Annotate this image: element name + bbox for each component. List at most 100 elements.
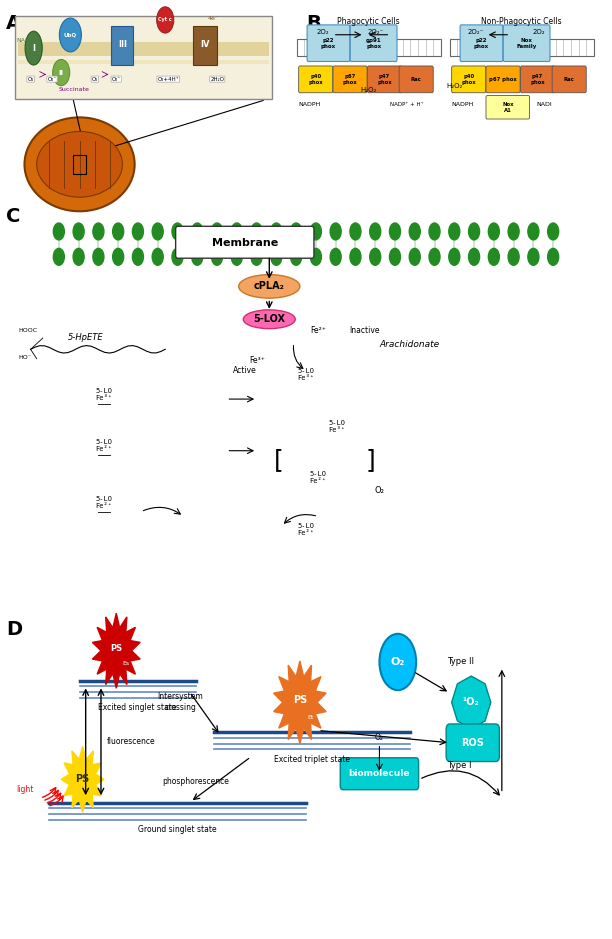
Text: NADPH: NADPH (298, 102, 320, 107)
Text: 5-LO
Fe³⁺: 5-LO Fe³⁺ (297, 368, 315, 381)
FancyBboxPatch shape (486, 66, 520, 93)
FancyBboxPatch shape (399, 66, 433, 93)
Circle shape (132, 223, 143, 240)
Circle shape (212, 223, 223, 240)
FancyBboxPatch shape (176, 226, 314, 258)
FancyBboxPatch shape (350, 24, 397, 61)
Text: PS: PS (75, 775, 90, 784)
Ellipse shape (244, 310, 296, 329)
Text: O₂: O₂ (375, 733, 384, 742)
Text: Type I: Type I (447, 761, 471, 770)
Circle shape (429, 223, 440, 240)
Circle shape (251, 223, 262, 240)
Circle shape (310, 223, 321, 240)
Circle shape (172, 223, 183, 240)
FancyBboxPatch shape (340, 758, 419, 790)
Circle shape (231, 223, 242, 240)
Circle shape (370, 248, 381, 265)
Text: 5-LO
Fe³⁺: 5-LO Fe³⁺ (328, 420, 345, 433)
Circle shape (449, 223, 460, 240)
Circle shape (330, 248, 341, 265)
Circle shape (152, 248, 163, 265)
Ellipse shape (239, 275, 300, 299)
Text: Es: Es (122, 661, 129, 667)
Bar (193, 25, 217, 65)
Circle shape (251, 248, 262, 265)
Polygon shape (92, 613, 140, 688)
FancyBboxPatch shape (486, 96, 529, 119)
Circle shape (271, 223, 282, 240)
Text: 5-HpETE: 5-HpETE (68, 333, 103, 342)
Text: II: II (59, 69, 64, 75)
Circle shape (370, 223, 381, 240)
Circle shape (73, 248, 84, 265)
FancyBboxPatch shape (299, 66, 333, 93)
Text: HO⁻: HO⁻ (18, 355, 31, 360)
Text: HOOC: HOOC (18, 329, 37, 333)
Text: 2O₂⁻: 2O₂⁻ (468, 29, 484, 35)
Text: Nox
A1: Nox A1 (502, 101, 513, 113)
Circle shape (429, 248, 440, 265)
FancyBboxPatch shape (367, 66, 401, 93)
Text: I: I (32, 43, 35, 53)
Text: PS: PS (293, 696, 307, 705)
Text: [: [ (274, 448, 283, 472)
Circle shape (231, 248, 242, 265)
Text: p40
phox: p40 phox (461, 74, 476, 85)
Circle shape (291, 248, 302, 265)
Bar (450, 39, 594, 56)
Polygon shape (274, 661, 326, 744)
Text: H₂O₂: H₂O₂ (360, 87, 377, 94)
FancyBboxPatch shape (446, 724, 499, 762)
Circle shape (152, 223, 163, 240)
Text: III: III (118, 39, 127, 49)
Circle shape (469, 223, 480, 240)
Text: Intersystem
crossing: Intersystem crossing (158, 692, 203, 712)
Text: NADPH: NADPH (451, 102, 473, 107)
FancyBboxPatch shape (452, 66, 486, 93)
Text: Ground singlet state: Ground singlet state (138, 825, 217, 835)
Bar (18, 42, 269, 55)
Text: phosphorescence: phosphorescence (162, 777, 230, 786)
Circle shape (291, 223, 302, 240)
Text: O₂⁻: O₂⁻ (47, 77, 57, 82)
Text: Excited singlet state: Excited singlet state (99, 703, 177, 713)
Circle shape (113, 248, 124, 265)
Circle shape (212, 248, 223, 265)
Circle shape (488, 248, 499, 265)
Text: p22
phox: p22 phox (474, 38, 489, 49)
Circle shape (53, 248, 64, 265)
FancyBboxPatch shape (333, 66, 367, 93)
Text: Excited triplet state: Excited triplet state (274, 755, 350, 764)
Ellipse shape (24, 117, 135, 211)
Text: cPLA₂: cPLA₂ (254, 282, 285, 291)
Circle shape (73, 223, 84, 240)
Circle shape (389, 248, 400, 265)
Text: 5-LO
Fe²⁺: 5-LO Fe²⁺ (297, 523, 315, 536)
Text: O₂⁻: O₂⁻ (111, 77, 121, 82)
Text: light: light (17, 785, 34, 793)
Circle shape (379, 634, 416, 690)
Text: Arachidonate: Arachidonate (379, 341, 439, 349)
Ellipse shape (37, 131, 122, 197)
Text: O₂: O₂ (375, 486, 384, 495)
Text: 2O₂: 2O₂ (532, 29, 545, 35)
Circle shape (508, 223, 519, 240)
Text: ¹O₂: ¹O₂ (463, 698, 480, 707)
Text: ROS: ROS (461, 738, 484, 747)
Text: 5-LO
Fe²⁺: 5-LO Fe²⁺ (95, 439, 113, 453)
Circle shape (508, 248, 519, 265)
Text: NADH: NADH (17, 38, 35, 42)
Text: biomolecule: biomolecule (349, 769, 410, 778)
Text: O₂: O₂ (92, 77, 98, 82)
Bar (73, 155, 86, 174)
Text: 2O₂⁻: 2O₂⁻ (368, 29, 384, 35)
Bar (297, 39, 441, 56)
Circle shape (53, 223, 64, 240)
Circle shape (59, 18, 81, 52)
Text: Non-Phagocytic Cells: Non-Phagocytic Cells (482, 17, 562, 26)
FancyBboxPatch shape (552, 66, 586, 93)
Circle shape (53, 59, 70, 85)
Text: NADI: NADI (536, 102, 552, 107)
Circle shape (350, 223, 361, 240)
